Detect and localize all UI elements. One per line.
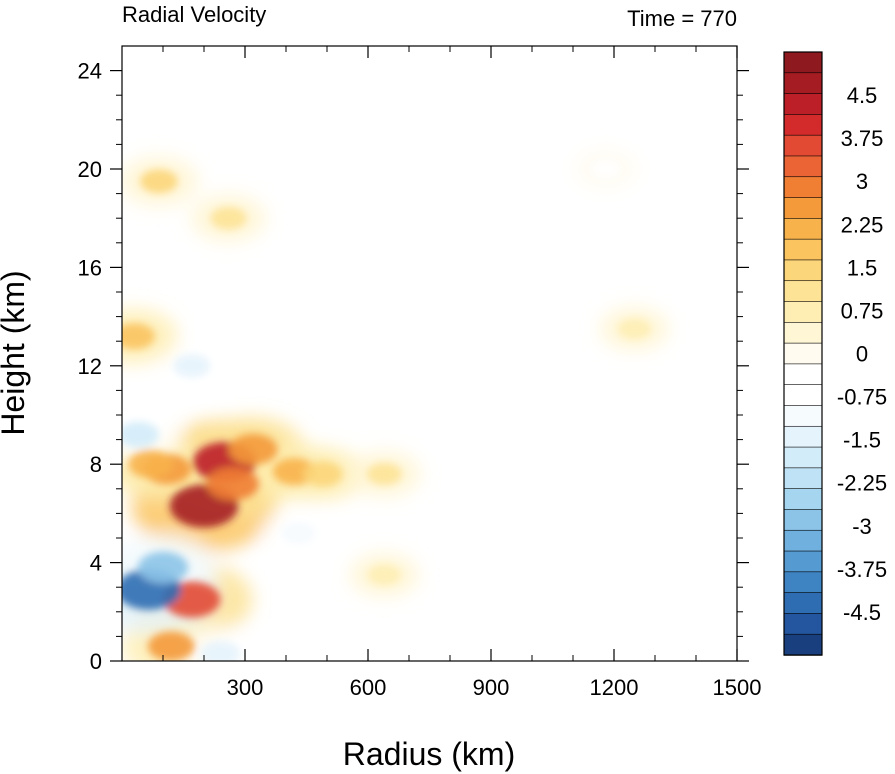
colorbar-label-1: 3.75 xyxy=(841,126,884,151)
field-core-15 xyxy=(200,641,241,661)
field-core-layer xyxy=(122,159,652,661)
x-tick-label-0: 300 xyxy=(227,675,264,700)
y-tick-label-1: 4 xyxy=(90,551,102,576)
colorbar-swatch-15 xyxy=(783,363,823,386)
x-tick-label-3: 1200 xyxy=(590,675,639,700)
colorbar: 4.5 3.75 3 2.25 1.5 0.75 0 -0.75 -1.5 -2.25 -3 -3.7… xyxy=(783,51,887,656)
colorbar-swatch-10 xyxy=(783,259,823,282)
colorbar-swatch-12 xyxy=(783,301,823,324)
colorbar-swatch-21 xyxy=(783,488,823,511)
field-core-3 xyxy=(228,434,278,465)
field-core-18 xyxy=(140,169,178,194)
chart-title-left: Radial Velocity xyxy=(122,2,266,27)
colorbar-label-4: 1.5 xyxy=(847,255,878,280)
plot-frame xyxy=(121,45,738,662)
colorbar-swatch-27 xyxy=(783,613,823,635)
colorbar-swatch-0 xyxy=(783,51,823,74)
y-tick-label-5: 20 xyxy=(78,157,102,182)
x-axis-label: Radius (km) xyxy=(343,736,515,772)
field-core-21 xyxy=(537,213,568,233)
colorbar-swatch-8 xyxy=(783,218,823,240)
y-tick-label-4: 16 xyxy=(78,255,102,280)
colorbar-label-12: -4.5 xyxy=(843,600,881,625)
colorbar-swatch-18 xyxy=(783,425,823,448)
y-tick-label-0: 0 xyxy=(90,649,102,674)
colorbar-swatch-11 xyxy=(783,280,823,303)
chart-title-right: Time = 770 xyxy=(627,6,737,31)
colorbar-swatch-24 xyxy=(783,550,823,573)
x-tick-label-1: 600 xyxy=(350,675,387,700)
field-core-12 xyxy=(137,551,189,584)
field-core-9 xyxy=(303,461,343,487)
field-core-14 xyxy=(173,354,211,378)
velocity-field xyxy=(122,149,670,661)
colorbar-swatch-17 xyxy=(783,405,823,427)
colorbar-swatch-5 xyxy=(783,155,823,178)
field-core-17 xyxy=(122,323,155,350)
colorbar-label-6: 0 xyxy=(856,342,868,367)
field-core-19 xyxy=(210,206,247,230)
plot-area: 300 600 900 1200 1500 0 4 8 12 16 20 24 xyxy=(78,45,762,700)
colorbar-swatch-4 xyxy=(783,134,823,157)
x-axis-ticks: 300 600 900 1200 1500 xyxy=(162,46,762,700)
colorbar-swatch-14 xyxy=(783,342,823,365)
colorbar-label-10: -3 xyxy=(852,514,872,539)
x-tick-label-4: 1500 xyxy=(713,675,762,700)
colorbar-label-9: -2.25 xyxy=(837,471,887,496)
colorbar-swatch-20 xyxy=(783,467,823,490)
colorbar-swatch-25 xyxy=(783,571,823,594)
field-core-2 xyxy=(206,467,259,501)
y-axis-ticks: 0 4 8 12 16 20 24 xyxy=(78,59,749,674)
colorbar-frame xyxy=(783,51,823,656)
field-core-10 xyxy=(366,462,402,486)
colorbar-label-2: 3 xyxy=(856,169,868,194)
colorbar-swatch-7 xyxy=(783,197,823,220)
colorbar-swatch-3 xyxy=(783,114,823,136)
colorbar-label-0: 4.5 xyxy=(847,83,878,108)
colorbar-swatch-9 xyxy=(783,238,823,261)
colorbar-label-3: 2.25 xyxy=(841,212,884,237)
field-core-16 xyxy=(280,521,317,545)
field-core-7 xyxy=(147,631,195,661)
colorbar-swatch-22 xyxy=(783,509,823,531)
colorbar-swatch-13 xyxy=(783,322,823,344)
field-core-23 xyxy=(367,564,402,586)
colorbar-label-8: -1.5 xyxy=(843,428,881,453)
y-axis-label: Height (km) xyxy=(0,270,31,435)
colorbar-swatch-6 xyxy=(783,176,823,199)
x-tick-label-2: 900 xyxy=(473,675,510,700)
colorbar-swatch-1 xyxy=(783,72,823,95)
y-tick-label-3: 12 xyxy=(78,354,102,379)
y-tick-label-2: 8 xyxy=(90,452,102,477)
field-core-13 xyxy=(122,421,160,448)
y-tick-label-6: 24 xyxy=(78,59,102,84)
colorbar-label-5: 0.75 xyxy=(841,298,884,323)
field-core-22 xyxy=(590,159,621,179)
field-core-20 xyxy=(617,318,652,340)
colorbar-swatch-2 xyxy=(783,93,823,116)
colorbar-swatch-16 xyxy=(783,384,823,407)
colorbar-label-11: -3.75 xyxy=(837,557,887,582)
colorbar-label-7: -0.75 xyxy=(837,385,887,410)
colorbar-swatch-28 xyxy=(783,633,823,656)
colorbar-swatch-23 xyxy=(783,529,823,552)
colorbar-swatch-26 xyxy=(783,592,823,615)
colorbar-swatch-19 xyxy=(783,446,823,469)
field-core-6 xyxy=(128,450,174,479)
